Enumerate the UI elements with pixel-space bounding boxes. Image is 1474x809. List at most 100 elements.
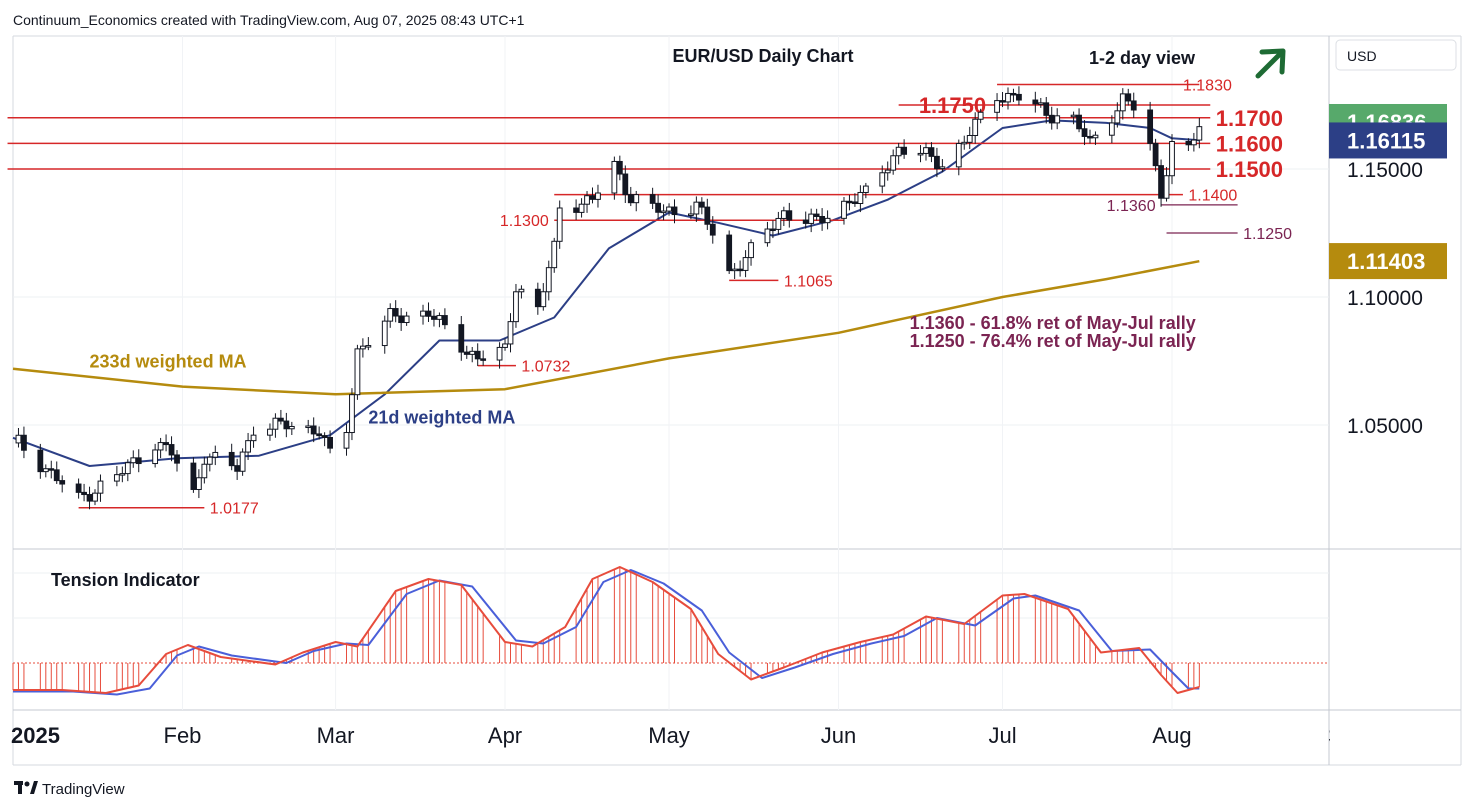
tradingview-logo-icon [14,781,38,794]
candle [808,208,815,233]
time-axis[interactable]: 2025FebMarAprMayJunJulAugSe [11,711,1460,764]
candle [540,283,547,311]
candle [119,466,126,483]
candle [234,458,241,480]
candle [622,165,629,203]
candle [502,338,508,351]
candle-body [92,492,98,502]
candle-body [272,417,279,430]
candle [1043,96,1050,124]
candle [190,457,197,493]
currency-button[interactable]: USD [1335,39,1457,71]
candle [813,208,820,221]
candle-body [1081,128,1088,137]
candle-body [660,210,667,214]
candle [698,197,705,215]
candle-body [551,240,558,269]
level-label-6: 1.1300 [500,213,549,230]
candle [321,432,328,447]
candle [584,191,590,213]
candle [972,112,979,144]
candle [934,147,940,178]
y-tick-label-1: 1.10000 [1347,287,1423,310]
candle [1016,86,1022,106]
candle-body [813,213,820,217]
candle-body [633,194,640,204]
candle-body [688,213,694,216]
x-tick-label-7: Aug [1152,723,1191,748]
candle [403,311,410,326]
candle [999,91,1006,108]
x-tick-label-1: Feb [164,723,202,748]
tradingview-logo[interactable]: TradingView [14,781,125,798]
candle-body [862,185,869,193]
candle [1092,131,1099,145]
candle-body [403,315,410,324]
candle-body [354,348,361,396]
price-axis[interactable]: 1.050001.100001.150001.168361.161151.114… [1329,103,1447,438]
candle [387,303,394,328]
y-tick-label-2: 1.15000 [1347,159,1423,182]
candle-body [381,320,388,347]
candle-body [507,321,514,345]
candle [573,199,579,220]
candle [507,313,514,353]
candle-body [305,425,312,429]
candle [1032,91,1039,113]
candle-body [81,491,87,496]
candle [862,182,869,199]
level-label-11: 1.0177 [210,501,259,518]
candle-body [359,345,366,350]
candle-body [1043,102,1050,116]
candle-body [327,436,333,449]
candle-body [1070,114,1077,118]
candle [1169,134,1175,185]
candle-body [545,267,552,293]
candle [890,149,897,175]
candle-body [135,457,142,465]
candle-body [1092,134,1099,139]
candle [660,204,667,221]
level-label-9: 1.1065 [784,273,833,290]
candle [1005,87,1011,110]
candle-body [895,146,902,157]
candle-body [518,288,525,293]
candle [737,260,744,277]
candle-body [622,173,629,196]
candle [726,230,733,274]
candle-body [48,468,55,471]
candle [994,93,1000,121]
indicator-title: Tension Indicator [51,570,200,590]
level-label-3: 1.1600 [1216,131,1283,156]
candle-body [595,192,601,200]
candle [157,437,164,459]
candle-body [852,201,858,204]
candle [135,449,142,473]
candle-body [365,345,372,348]
price-badge-1[interactable] [1329,122,1447,159]
candle-body [1114,110,1121,124]
candle [742,250,749,278]
candle [1010,88,1017,102]
candle-body [972,118,979,136]
candle-body [392,308,399,317]
price-badge-label-2: 1.11403 [1347,249,1425,274]
candle-body [1169,140,1175,177]
candle [288,421,295,436]
candle-body [1158,165,1164,199]
candle [693,196,700,222]
candle-body [431,315,437,320]
candle [917,145,924,163]
candle-body [201,463,208,479]
candle [92,489,98,506]
candle [316,426,323,440]
candle [392,300,399,323]
candle [97,474,104,502]
annotation-2: 1.1360 - 61.8% ret of May-Jul rally [910,313,1196,333]
candle-body [316,433,323,437]
price-badge-2[interactable] [1329,243,1447,280]
candle [518,285,525,299]
candle-body [469,350,476,355]
candle [649,187,656,210]
